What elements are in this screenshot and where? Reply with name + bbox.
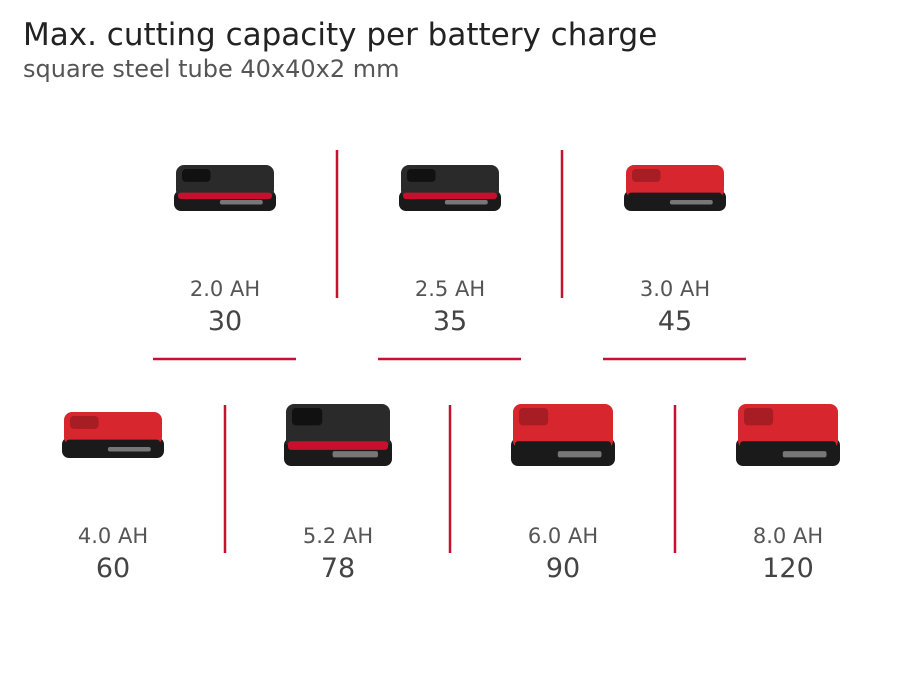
- battery-band: [515, 441, 611, 450]
- battery-label: [332, 451, 378, 458]
- cut-count: 90: [546, 553, 580, 584]
- capacity-label: 2.0 AH: [190, 277, 260, 301]
- cut-count: 30: [208, 306, 242, 337]
- battery-icon: [399, 165, 501, 211]
- battery-label: [669, 199, 713, 205]
- battery-icon: [284, 404, 392, 466]
- capacity-label: 8.0 AH: [753, 524, 823, 548]
- battery-band: [628, 192, 722, 200]
- battery-latch: [182, 169, 211, 182]
- battery-icon: [62, 412, 164, 458]
- battery-latch: [292, 408, 323, 426]
- battery-band: [178, 192, 272, 200]
- battery-label: [782, 451, 827, 458]
- battery-latch: [407, 169, 436, 182]
- battery-band: [66, 439, 160, 447]
- battery-label: [557, 451, 602, 458]
- battery-label: [219, 199, 263, 205]
- cut-count: 78: [321, 553, 355, 584]
- battery-latch: [632, 169, 661, 182]
- battery-latch: [70, 416, 99, 429]
- battery-label: [107, 446, 151, 452]
- battery-icon: [511, 404, 615, 466]
- capacity-label: 5.2 AH: [303, 524, 373, 548]
- cut-count: 45: [658, 306, 692, 337]
- battery-icon: [174, 165, 276, 211]
- capacity-label: 6.0 AH: [528, 524, 598, 548]
- separators: [153, 150, 746, 553]
- subtitle: square steel tube 40x40x2 mm: [23, 55, 400, 83]
- title: Max. cutting capacity per battery charge: [23, 17, 657, 53]
- cut-count: 35: [433, 306, 467, 337]
- battery-latch: [519, 408, 549, 426]
- battery-label: [444, 199, 488, 205]
- battery-latch: [744, 408, 774, 426]
- battery-band: [288, 441, 388, 450]
- capacity-label: 4.0 AH: [78, 524, 148, 548]
- battery-band: [740, 441, 836, 450]
- battery-icon: [736, 404, 840, 466]
- capacity-label: 3.0 AH: [640, 277, 710, 301]
- battery-band: [403, 192, 497, 200]
- cut-count: 120: [762, 553, 814, 584]
- battery-icon: [624, 165, 726, 211]
- cut-count: 60: [96, 553, 130, 584]
- capacity-label: 2.5 AH: [415, 277, 485, 301]
